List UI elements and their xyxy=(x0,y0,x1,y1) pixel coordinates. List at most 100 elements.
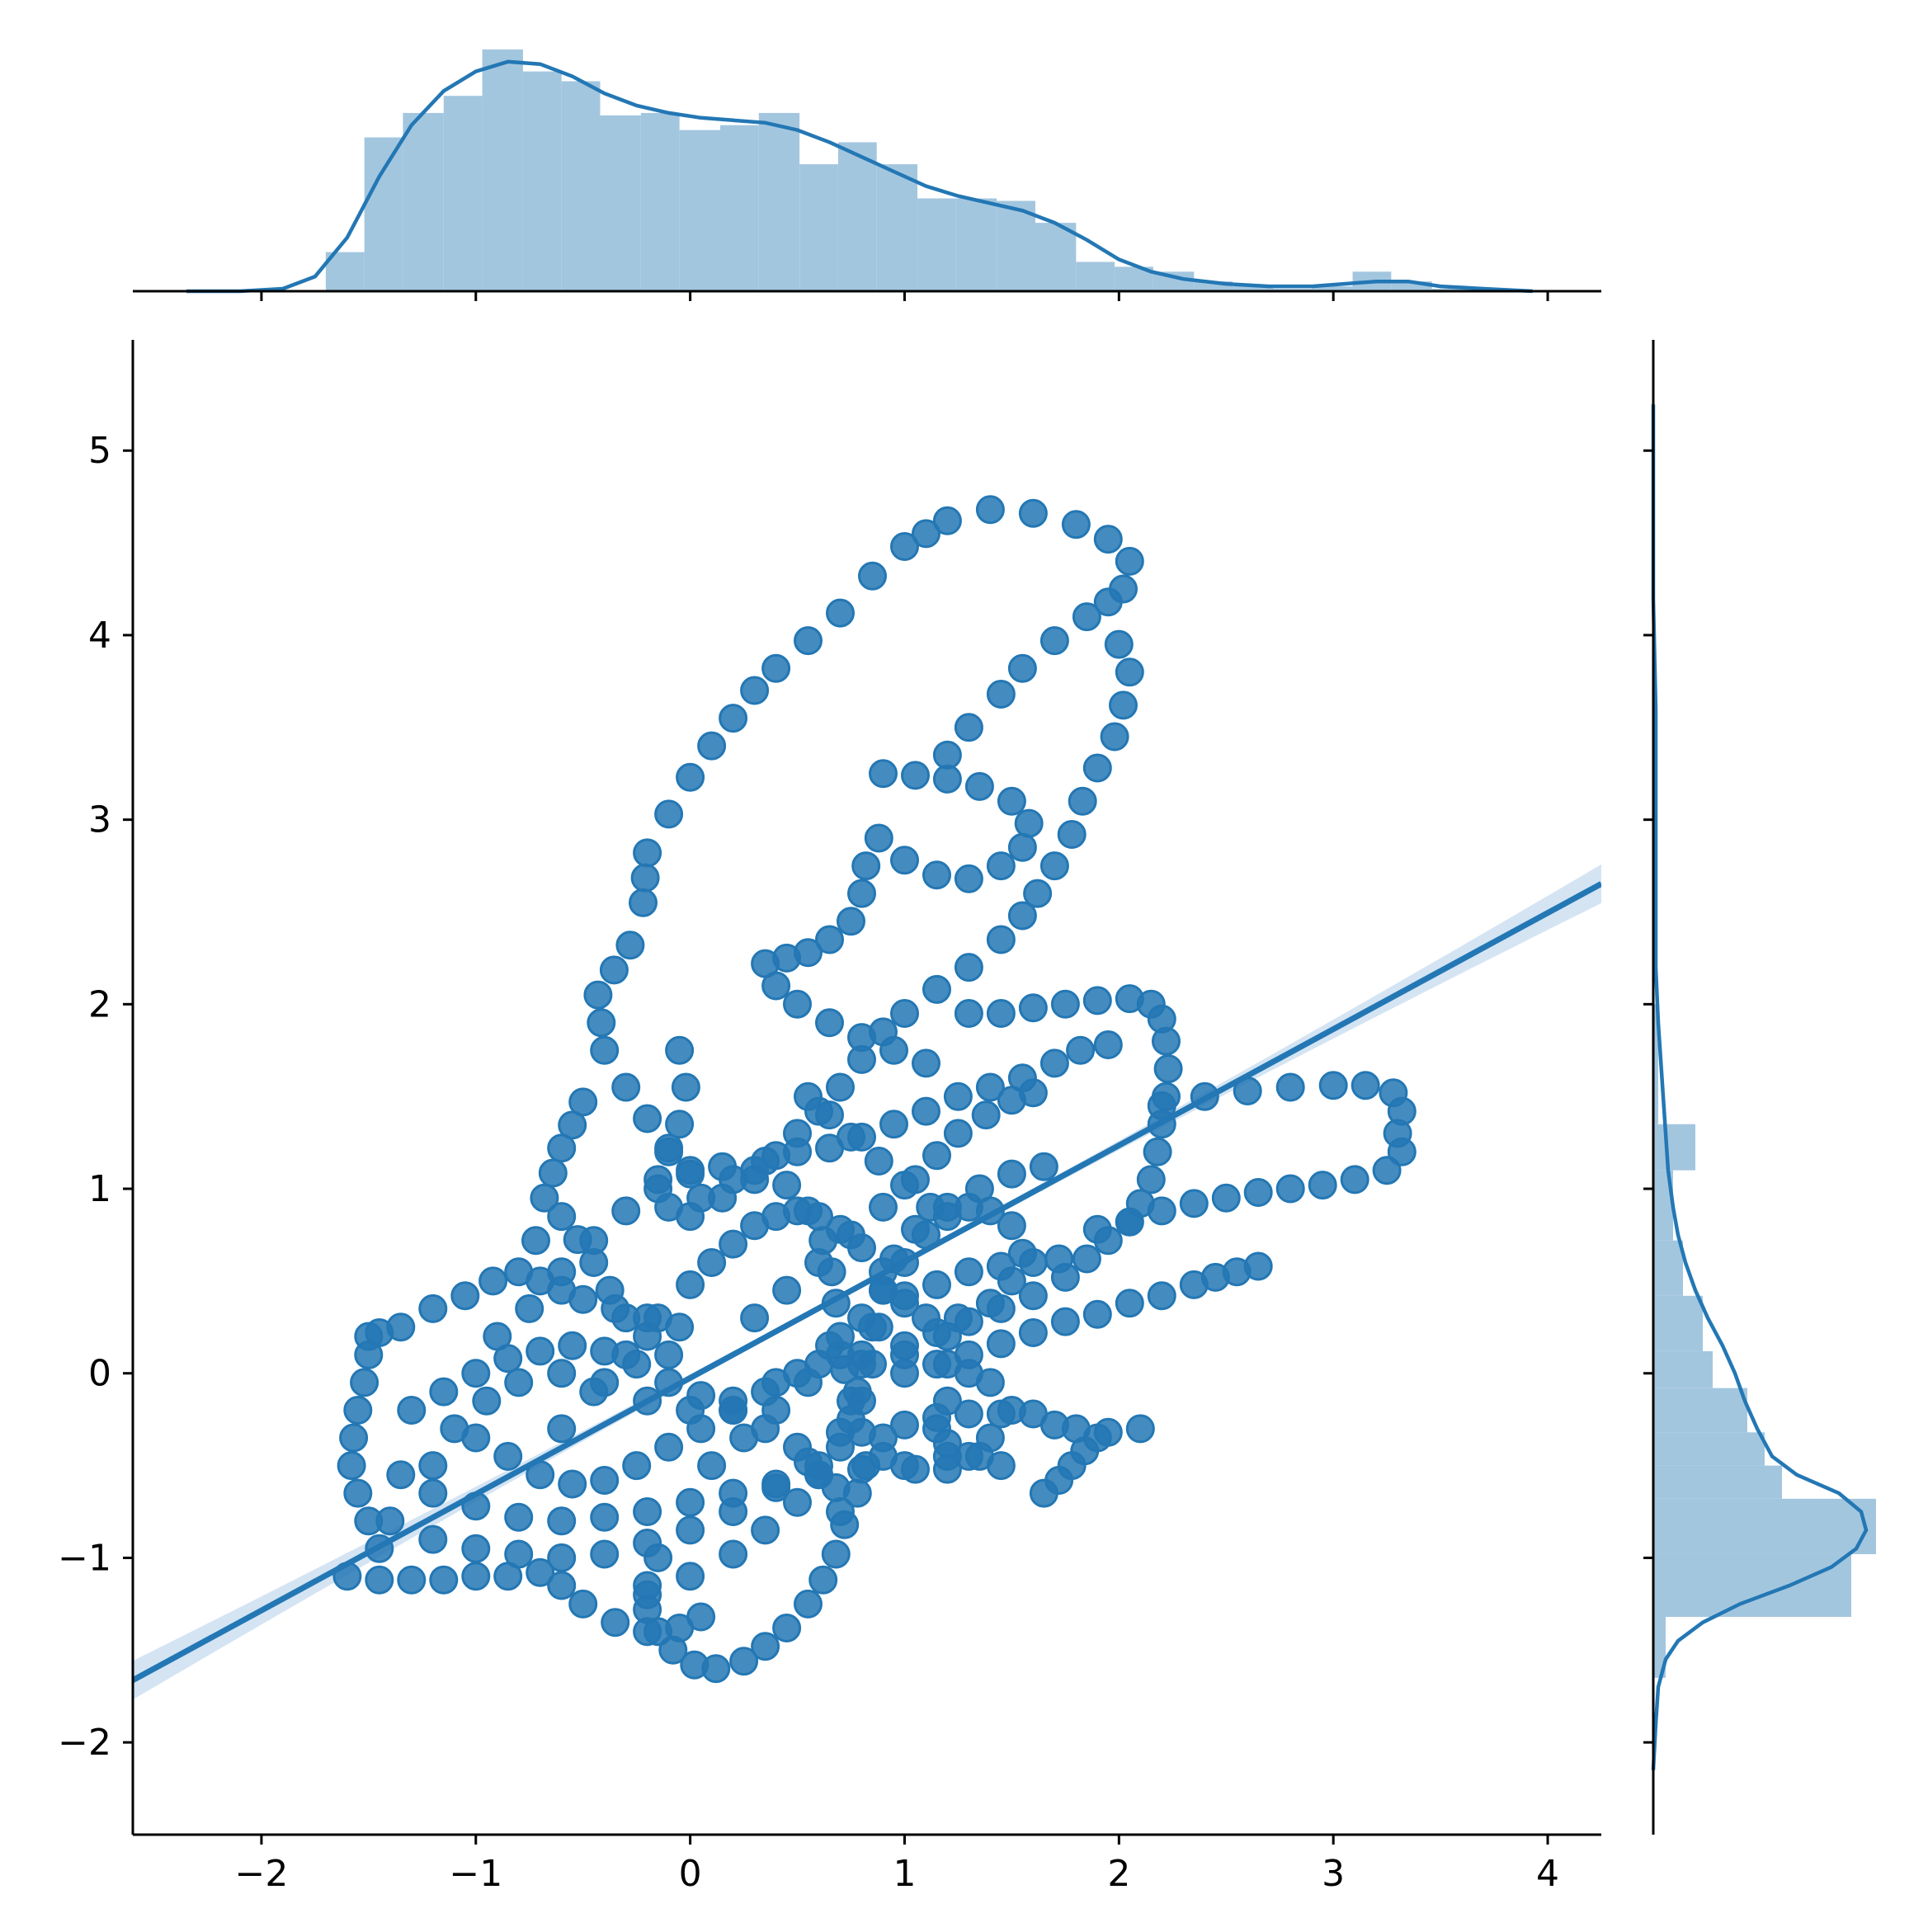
scatter-point-189 xyxy=(547,1571,577,1600)
scatter-point-47 xyxy=(1115,657,1144,687)
regression-line xyxy=(133,881,1601,1683)
scatter-point-129 xyxy=(1340,1165,1369,1195)
scatter-point-341 xyxy=(719,1229,748,1259)
scatter-point-36 xyxy=(1093,525,1123,554)
scatter-point-330 xyxy=(997,1211,1026,1241)
scatter-point-147 xyxy=(986,1329,1016,1359)
scatter-point-5 xyxy=(521,1226,550,1256)
y-marginal-distribution xyxy=(1651,404,1876,1770)
scatter-point-79 xyxy=(890,846,919,875)
scatter-point-272 xyxy=(590,1539,620,1569)
x-hist-bar-7 xyxy=(600,115,641,291)
scatter-point-208 xyxy=(478,1266,508,1296)
x-tick-label: 3 xyxy=(1322,1853,1345,1895)
scatter-point-151 xyxy=(1125,1414,1155,1444)
scatter-point-315 xyxy=(590,1466,620,1495)
scatter-point-392 xyxy=(794,1368,823,1397)
scatter-point-307 xyxy=(869,1441,898,1471)
scatter-point-89 xyxy=(783,989,812,1019)
scatter-point-292 xyxy=(579,1226,609,1256)
scatter-point-212 xyxy=(568,1284,598,1314)
scatter-point-234 xyxy=(1066,1035,1096,1065)
scatter-point-130 xyxy=(1308,1171,1337,1200)
x-tick-label: 0 xyxy=(679,1853,702,1895)
scatter-point-384 xyxy=(804,1460,833,1490)
x-tick-label: −2 xyxy=(234,1853,288,1895)
scatter-point-358 xyxy=(590,1336,620,1366)
scatter-point-32 xyxy=(932,506,962,535)
scatter-point-72 xyxy=(964,771,994,801)
scatter-point-40 xyxy=(1072,602,1101,632)
scatter-point-44 xyxy=(954,713,983,742)
scatter-point-28 xyxy=(826,598,855,628)
scatter-point-48 xyxy=(1109,690,1138,720)
x-hist-bar-27 xyxy=(1391,281,1432,291)
scatter-point-127 xyxy=(1387,1137,1417,1166)
x-hist-bar-2 xyxy=(403,112,444,291)
scatter-point-391 xyxy=(761,1396,791,1425)
scatter-point-6 xyxy=(547,1202,577,1232)
scatter-points xyxy=(332,495,1417,1684)
scatter-point-200 xyxy=(337,1451,366,1481)
scatter-point-83 xyxy=(837,907,865,936)
scatter-point-191 xyxy=(601,1608,630,1637)
scatter-point-111 xyxy=(1072,1244,1101,1274)
scatter-point-402 xyxy=(954,1441,983,1471)
scatter-point-128 xyxy=(1372,1156,1402,1185)
scatter-point-314 xyxy=(558,1469,587,1499)
scatter-point-345 xyxy=(804,1202,833,1232)
scatter-point-122 xyxy=(1318,1071,1348,1100)
scatter-point-168 xyxy=(751,1632,780,1661)
scatter-point-58 xyxy=(922,974,951,1004)
x-hist-bar-13 xyxy=(837,142,877,291)
scatter-point-411 xyxy=(890,1171,919,1200)
scatter-point-399 xyxy=(1018,1248,1048,1277)
scatter-point-205 xyxy=(386,1312,416,1342)
scatter-point-397 xyxy=(954,1257,983,1287)
scatter-point-113 xyxy=(1018,1281,1048,1311)
x-tick-label: −1 xyxy=(449,1853,502,1895)
x-hist-bar-8 xyxy=(640,112,680,291)
scatter-point-19 xyxy=(630,863,660,893)
scatter-point-31 xyxy=(912,519,940,549)
scatter-point-372 xyxy=(869,1192,898,1222)
scatter-point-52 xyxy=(1057,820,1087,849)
x-hist-bar-19 xyxy=(1076,262,1115,291)
scatter-point-410 xyxy=(864,1147,893,1176)
scatter-point-217 xyxy=(671,1072,700,1102)
axes: −2 −1 0 1 2 3 4 −2 −1 0 1 2 3 4 5 xyxy=(58,290,1655,1895)
y-tick-label: 4 xyxy=(88,615,111,657)
scatter-point-75 xyxy=(1007,832,1037,862)
scatter-point-82 xyxy=(847,879,876,908)
scatter-point-376 xyxy=(971,1100,1001,1130)
scatter-point-296 xyxy=(708,1152,738,1181)
scatter-point-134 xyxy=(1179,1189,1209,1218)
scatter-point-106 xyxy=(1143,1137,1172,1166)
scatter-point-59 xyxy=(890,999,919,1028)
scatter-point-287 xyxy=(997,1159,1026,1189)
scatter-point-54 xyxy=(1023,879,1053,908)
y-tick-label: −2 xyxy=(58,1722,111,1764)
scatter-point-229 xyxy=(912,1096,940,1126)
scatter-point-26 xyxy=(761,653,791,683)
scatter-point-21 xyxy=(654,799,684,829)
scatter-point-406 xyxy=(954,1359,983,1388)
scatter-point-362 xyxy=(719,1396,748,1425)
scatter-point-340 xyxy=(697,1248,727,1277)
scatter-point-361 xyxy=(686,1381,716,1411)
y-hist-bar-10 xyxy=(1653,1124,1695,1171)
scatter-point-194 xyxy=(686,1602,716,1632)
scatter-point-42 xyxy=(1007,653,1037,683)
scatter-point-88 xyxy=(761,971,791,1001)
x-hist-bar-17 xyxy=(997,200,1035,291)
x-hist-bar-6 xyxy=(561,81,601,291)
scatter-point-276 xyxy=(761,1473,791,1502)
scatter-point-262 xyxy=(547,1506,577,1536)
scatter-point-357 xyxy=(558,1331,587,1360)
scatter-point-240 xyxy=(547,1359,577,1388)
scatter-point-185 xyxy=(429,1565,459,1595)
scatter-point-213 xyxy=(601,1293,630,1323)
y-hist-bar-6 xyxy=(1653,1350,1713,1388)
scatter-point-90 xyxy=(815,1008,844,1038)
scatter-point-236 xyxy=(418,1451,448,1481)
